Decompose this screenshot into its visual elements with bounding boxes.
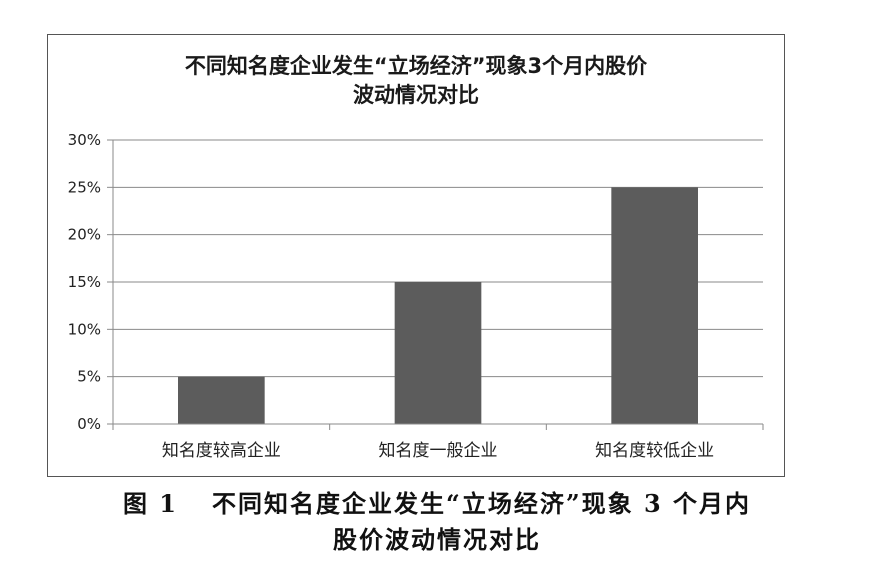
y-tick-label: 30% bbox=[68, 131, 101, 149]
bar-3 bbox=[611, 187, 698, 424]
bar-2 bbox=[394, 282, 482, 424]
y-tick-label: 15% bbox=[68, 273, 101, 291]
chart-title-line-1: 不同知名度企业发生“立场经济”现象3个月内股价 bbox=[184, 54, 648, 78]
y-tick-label: 5% bbox=[77, 368, 101, 386]
caption-line-2: 股价波动情况对比 bbox=[333, 525, 541, 554]
axis-labels: 0% 5% 10% 15% 20% 25% 30% 知名度较高企业 知名度一般企业 知名度较低企业 bbox=[68, 131, 715, 461]
caption-line-1: 不同知名度企业发生“立场经济”现象 3 个月内 bbox=[212, 489, 752, 518]
figure-caption: 图 1 不同知名度企业发生“立场经济”现象 3 个月内 股价波动情况对比 bbox=[0, 486, 874, 558]
figure-number: 图 1 bbox=[122, 489, 179, 518]
x-category-label: 知名度较低企业 bbox=[595, 441, 714, 461]
y-tick-label: 25% bbox=[68, 178, 101, 196]
axes bbox=[107, 139, 764, 430]
y-tick-label: 0% bbox=[77, 415, 101, 433]
y-tick-label: 20% bbox=[68, 226, 101, 244]
chart-title-line-2: 波动情况对比 bbox=[353, 83, 479, 107]
chart-title: 不同知名度企业发生“立场经济”现象3个月内股价 波动情况对比 bbox=[47, 52, 785, 110]
x-category-label: 知名度一般企业 bbox=[379, 441, 498, 461]
x-category-label: 知名度较高企业 bbox=[162, 441, 281, 461]
y-tick-label: 10% bbox=[68, 320, 101, 338]
bar-chart: 0% 5% 10% 15% 20% 25% 30% 知名度较高企业 知名度一般企业 知名度较低企业 bbox=[68, 131, 764, 461]
bar-1 bbox=[178, 376, 265, 424]
bars bbox=[178, 187, 698, 424]
